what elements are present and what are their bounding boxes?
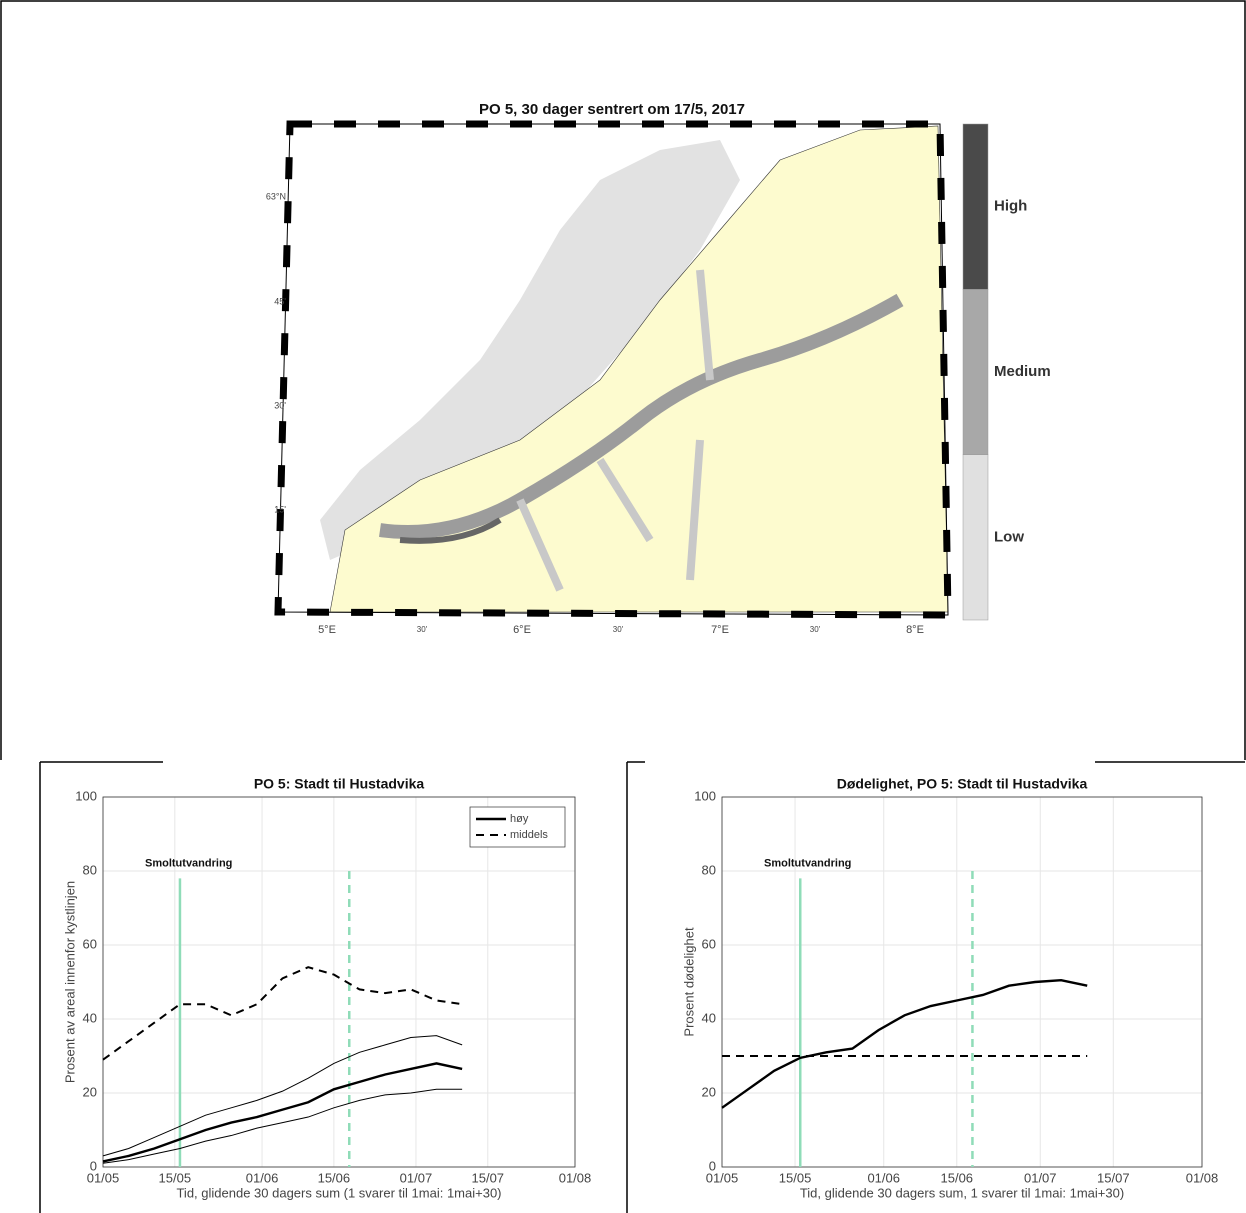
land [329,125,949,613]
y-tick-label: 20 [702,1084,716,1099]
y-tick-label: 20 [83,1084,97,1099]
y-tick-label: 40 [702,1010,716,1025]
series-line [102,1035,463,1157]
lon-tick-label: 30' [810,625,821,634]
y-tick-label: 100 [694,788,716,803]
map-frame [277,123,949,616]
y-axis-label: Prosent dødelighet [681,927,696,1037]
map-title: PO 5, 30 dager sentrert om 17/5, 2017 [479,101,745,118]
x-tick-label: 01/07 [400,1170,433,1185]
colorbar-label: High [994,198,1027,215]
y-axis-label: Prosent av areal innenfor kystlinjen [62,881,77,1083]
panel-border [39,761,645,1213]
plot-area [722,797,1202,1167]
annotation: Smoltutvandring [145,858,232,870]
fjord-low [516,269,714,592]
axes-frame [721,796,1203,1168]
colorbar-label: Medium [994,363,1051,380]
x-tick-label: 01/05 [87,1170,120,1185]
lat-tick-label: 45' [274,296,286,306]
x-tick-label: 01/07 [1024,1170,1057,1185]
x-tick-label: 01/06 [867,1170,900,1185]
panel-border [0,0,1246,760]
lat-tick-label: 63°N [266,191,286,201]
lon-tick-label: 8°E [906,624,924,636]
x-tick-label: 15/06 [318,1170,351,1185]
x-axis-label: Tid, glidende 30 dagers sum, 1 svarer ti… [800,1185,1124,1200]
x-tick-label: 15/07 [472,1170,505,1185]
lon-tick-label: 30' [613,625,624,634]
x-tick-label: 15/06 [941,1170,974,1185]
series-line [102,966,463,1061]
x-tick-label: 15/07 [1097,1170,1130,1185]
chart-title: Dødelighet, PO 5: Stadt til Hustadvika [837,776,1088,792]
legend-box [469,806,566,848]
y-tick-label: 0 [709,1158,716,1173]
y-tick-label: 100 [75,788,97,803]
x-tick-label: 01/08 [1186,1170,1219,1185]
sea-low [320,140,740,560]
lat-tick-label: 30' [274,400,286,410]
y-tick-label: 0 [90,1158,97,1173]
y-tick-label: 40 [83,1010,97,1025]
series-line [102,1088,463,1164]
legend-label: middels [510,829,548,841]
x-tick-label: 01/06 [246,1170,279,1185]
chart-title: PO 5: Stadt til Hustadvika [254,776,425,792]
plot-area [103,797,575,1167]
x-tick-label: 01/05 [706,1170,739,1185]
y-tick-label: 60 [702,936,716,951]
fjord-medium [379,293,904,539]
colorbar-segment [962,454,989,621]
x-tick-label: 01/08 [559,1170,592,1185]
lon-tick-label: 5°E [318,624,336,636]
map [274,120,952,619]
y-tick-label: 80 [83,862,97,877]
x-tick-label: 15/05 [779,1170,812,1185]
fjord-high [399,517,502,544]
lon-tick-label: 7°E [711,624,729,636]
axes-frame [102,796,576,1168]
series-line [721,978,1088,1109]
legend-label: høy [510,813,529,825]
series-line [102,1062,463,1163]
lon-tick-label: 6°E [513,624,531,636]
x-tick-label: 15/05 [159,1170,192,1185]
x-axis-label: Tid, glidende 30 dagers sum (1 svarer ti… [176,1185,501,1200]
colorbar-label: Low [994,528,1024,545]
y-tick-label: 80 [702,862,716,877]
lon-tick-label: 30' [417,625,428,634]
lat-tick-label: 15' [274,504,286,514]
colorbar-segment [962,123,989,290]
annotation: Smoltutvandring [764,858,851,870]
y-tick-label: 60 [83,936,97,951]
colorbar-segment [962,289,989,455]
